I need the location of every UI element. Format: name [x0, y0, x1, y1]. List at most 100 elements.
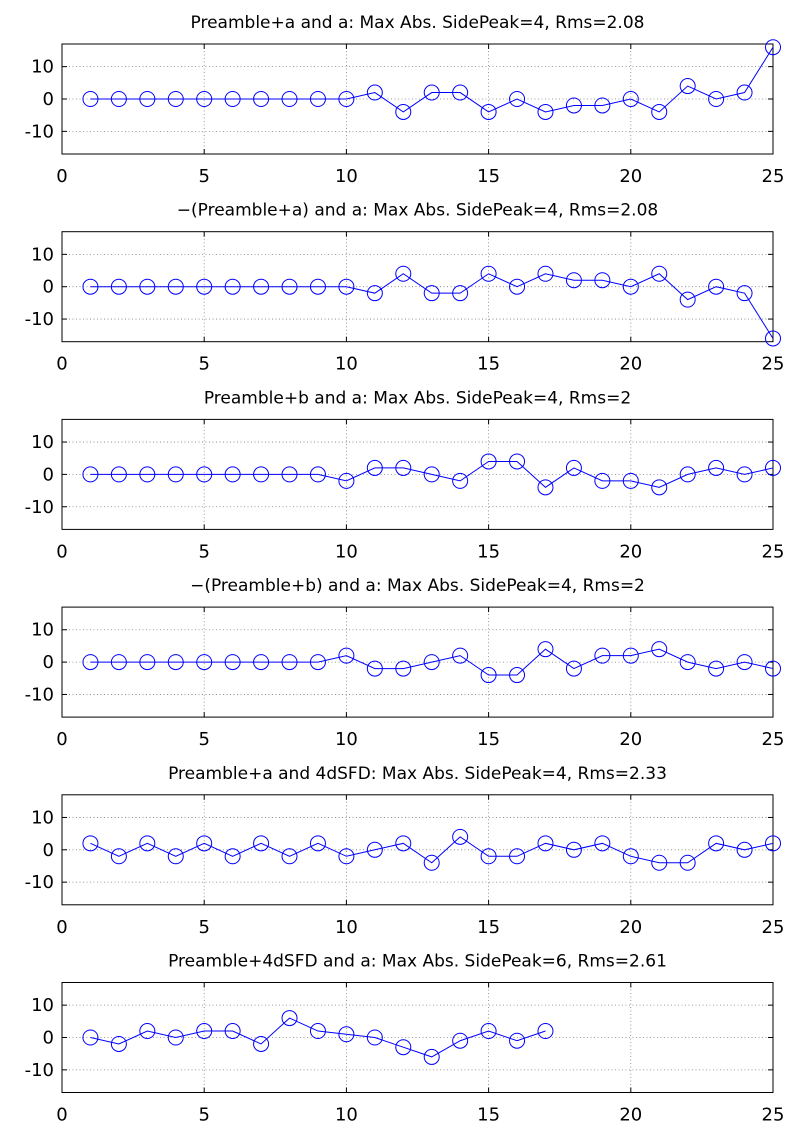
y-tick-label: 10 — [31, 995, 54, 1016]
data-point — [708, 91, 725, 107]
data-point — [509, 848, 526, 865]
data-point — [395, 835, 412, 852]
data-point — [82, 466, 99, 483]
data-point — [537, 103, 554, 120]
data-point — [110, 654, 127, 671]
subplot-4: −(Preamble+b) and a: Max Abs. SidePeak=4… — [25, 576, 785, 750]
data-point — [651, 103, 668, 120]
data-point — [679, 291, 696, 308]
data-point — [509, 278, 526, 295]
data-point — [253, 1035, 270, 1052]
data-point — [679, 654, 696, 671]
series-line — [90, 648, 774, 676]
data-point — [480, 453, 497, 470]
y-tick-label: 0 — [43, 277, 54, 298]
data-point — [537, 479, 554, 496]
data-point — [651, 265, 668, 282]
data-point — [167, 1029, 184, 1046]
data-point — [82, 1029, 99, 1046]
data-point — [139, 91, 156, 107]
data-point — [309, 654, 326, 671]
y-tick-label: -10 — [25, 121, 54, 142]
data-point — [423, 84, 440, 101]
data-point — [224, 466, 241, 483]
data-point — [366, 660, 383, 677]
data-point — [765, 835, 781, 852]
data-point — [423, 466, 440, 483]
x-tick-label: 20 — [619, 917, 642, 938]
chart-title: −(Preamble+b) and a: Max Abs. SidePeak=4… — [190, 576, 645, 596]
x-tick-label: 25 — [762, 354, 785, 375]
x-tick-label: 15 — [477, 354, 500, 375]
data-point — [281, 466, 298, 483]
data-point — [736, 841, 753, 858]
data-point — [366, 459, 383, 476]
data-point — [196, 835, 213, 852]
data-point — [622, 278, 639, 295]
data-point — [765, 459, 781, 476]
data-point — [622, 647, 639, 664]
y-tick-label: -10 — [25, 684, 54, 705]
data-point — [765, 660, 781, 677]
data-point — [594, 97, 611, 114]
series-line — [90, 1017, 546, 1058]
series-line — [90, 46, 774, 113]
data-point — [736, 466, 753, 483]
data-point — [622, 91, 639, 107]
data-point — [281, 848, 298, 865]
x-tick-label: 15 — [477, 541, 500, 562]
data-point — [167, 848, 184, 865]
data-point — [765, 330, 781, 347]
x-tick-label: 5 — [198, 354, 209, 375]
x-tick-label: 15 — [477, 917, 500, 938]
data-point — [196, 466, 213, 483]
x-tick-label: 20 — [619, 354, 642, 375]
data-point — [651, 641, 668, 658]
data-point — [395, 103, 412, 120]
data-point — [196, 654, 213, 671]
data-point — [338, 472, 355, 489]
data-point — [253, 278, 270, 295]
data-point — [253, 654, 270, 671]
data-point — [224, 278, 241, 295]
data-point — [537, 835, 554, 852]
data-point — [594, 647, 611, 664]
series-line — [90, 836, 774, 864]
data-point — [395, 459, 412, 476]
data-point — [309, 1023, 326, 1040]
data-point — [480, 667, 497, 684]
y-tick-label: 0 — [43, 464, 54, 485]
x-tick-label: 5 — [198, 917, 209, 938]
data-point — [679, 466, 696, 483]
chart-title: −(Preamble+a) and a: Max Abs. SidePeak=4… — [177, 201, 658, 221]
y-tick-label: 10 — [31, 244, 54, 265]
subplot-2: −(Preamble+a) and a: Max Abs. SidePeak=4… — [25, 201, 785, 375]
data-point — [708, 278, 725, 295]
data-point — [708, 835, 725, 852]
data-point — [281, 91, 298, 107]
series-line — [90, 460, 774, 488]
x-tick-label: 25 — [762, 1105, 785, 1126]
data-point — [139, 278, 156, 295]
data-point — [622, 848, 639, 865]
x-tick-label: 0 — [56, 1105, 67, 1126]
x-tick-label: 0 — [56, 166, 67, 187]
x-tick-label: 15 — [477, 1105, 500, 1126]
y-tick-label: 0 — [43, 89, 54, 110]
x-tick-label: 0 — [56, 354, 67, 375]
x-tick-label: 25 — [762, 729, 785, 750]
x-tick-label: 10 — [335, 729, 358, 750]
x-tick-label: 20 — [619, 166, 642, 187]
data-point — [509, 453, 526, 470]
data-point — [679, 78, 696, 95]
data-point — [253, 91, 270, 107]
data-point — [338, 91, 355, 107]
data-point — [708, 459, 725, 476]
x-tick-label: 10 — [335, 354, 358, 375]
data-point — [281, 278, 298, 295]
y-tick-label: -10 — [25, 1060, 54, 1081]
data-point — [565, 459, 582, 476]
data-point — [139, 466, 156, 483]
data-point — [594, 835, 611, 852]
